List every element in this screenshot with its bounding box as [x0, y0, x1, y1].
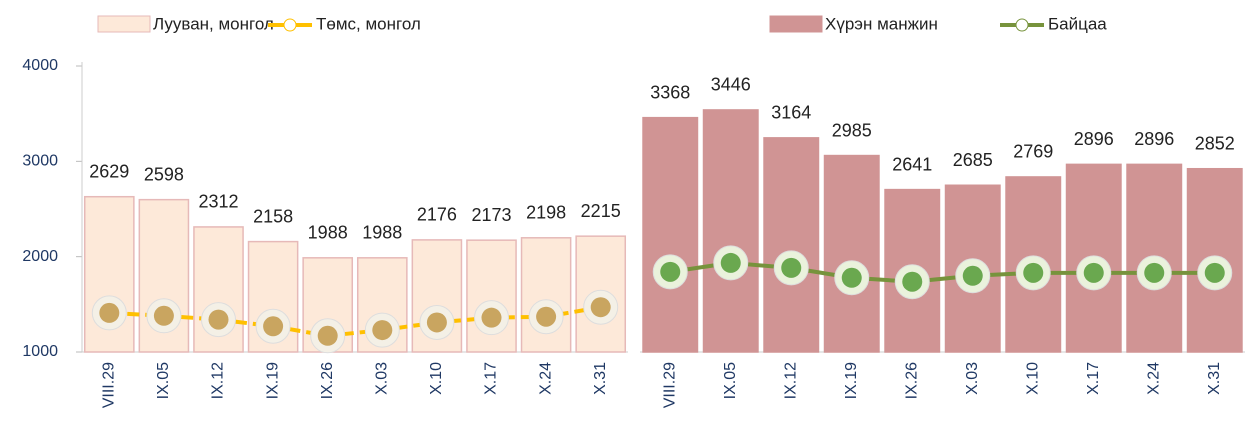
- x-tick-label: IX.26: [319, 362, 336, 399]
- data-label: 2852: [1195, 133, 1235, 153]
- marker-icon: [660, 262, 680, 282]
- x-tick-label: X.10: [1024, 362, 1041, 395]
- marker-icon: [99, 303, 119, 323]
- data-label: 2176: [417, 205, 457, 225]
- marker-icon: [318, 326, 338, 346]
- legend-label: Хүрэн манжин: [825, 14, 938, 33]
- marker-icon: [963, 266, 983, 286]
- x-tick-label: IX.19: [843, 362, 860, 399]
- legend-swatch: [770, 16, 822, 32]
- x-tick-label: IX.26: [903, 362, 920, 399]
- data-label: 2985: [832, 120, 872, 140]
- y-tick-label: 3000: [22, 153, 58, 170]
- x-tick-label: X.17: [483, 362, 500, 395]
- x-tick-label: X.24: [1145, 362, 1162, 395]
- x-tick-label: IX.12: [782, 362, 799, 399]
- bar: [522, 238, 571, 352]
- marker-icon: [1084, 263, 1104, 283]
- marker-icon: [263, 316, 283, 336]
- marker-icon: [902, 272, 922, 292]
- x-tick-label: X.03: [964, 362, 981, 395]
- data-label: 2896: [1074, 129, 1114, 149]
- marker-icon: [427, 312, 447, 332]
- marker-icon: [372, 320, 392, 340]
- data-label: 1988: [308, 223, 348, 243]
- x-tick-label: X.31: [1206, 362, 1223, 395]
- marker-icon: [1144, 263, 1164, 283]
- data-label: 2769: [1013, 142, 1053, 162]
- x-tick-label: IX.19: [264, 362, 281, 399]
- data-label: 3446: [711, 75, 751, 95]
- legend-label: Лууван, монгол: [153, 14, 274, 33]
- data-label: 2158: [253, 206, 293, 226]
- data-label: 1988: [362, 223, 402, 243]
- data-label: 2629: [89, 161, 129, 181]
- data-label: 2312: [198, 192, 238, 212]
- legend-swatch: [98, 16, 150, 32]
- data-label: 2198: [526, 203, 566, 223]
- legend-marker: [284, 19, 296, 31]
- marker-icon: [781, 258, 801, 278]
- marker-icon: [209, 310, 229, 330]
- marker-icon: [591, 297, 611, 317]
- data-label: 2215: [581, 201, 621, 221]
- legend-label: Байцаа: [1048, 14, 1107, 33]
- data-label: 2685: [953, 150, 993, 170]
- x-tick-label: X.24: [537, 362, 554, 395]
- bar: [467, 240, 516, 352]
- y-tick-label: 2000: [22, 248, 58, 265]
- marker-icon: [842, 268, 862, 288]
- marker-icon: [1023, 263, 1043, 283]
- chart: 1000 2000 3000 4000 VIII.29 IX.05 IX.12 IX.19 IX…: [0, 0, 1247, 432]
- x-tick-label: IX.05: [155, 362, 172, 399]
- legend-label: Төмс, монгол: [316, 14, 421, 33]
- x-tick-label: X.31: [592, 362, 609, 395]
- x-tick-label: IX.12: [210, 362, 227, 399]
- y-tick-label: 1000: [22, 343, 58, 360]
- marker-icon: [536, 307, 556, 327]
- x-tick-label: VIII.29: [661, 362, 678, 408]
- x-tick-label: X.10: [428, 362, 445, 395]
- marker-icon: [482, 308, 502, 328]
- bar: [643, 118, 697, 352]
- marker-icon: [1205, 263, 1225, 283]
- data-label: 2641: [892, 154, 932, 174]
- bar: [825, 156, 879, 352]
- x-tick-label: X.17: [1085, 362, 1102, 395]
- x-tick-label: X.03: [374, 362, 391, 395]
- data-label: 2896: [1134, 129, 1174, 149]
- x-tick-label: VIII.29: [101, 362, 118, 408]
- y-tick-label: 4000: [22, 57, 58, 74]
- x-tick-label: IX.05: [722, 362, 739, 399]
- data-label: 2598: [144, 164, 184, 184]
- bar: [764, 138, 818, 352]
- bar: [704, 110, 758, 352]
- marker-icon: [154, 306, 174, 326]
- data-label: 3368: [650, 82, 690, 102]
- legend-marker: [1016, 19, 1028, 31]
- data-label: 3164: [771, 103, 811, 123]
- marker-icon: [721, 253, 741, 273]
- data-label: 2173: [471, 205, 511, 225]
